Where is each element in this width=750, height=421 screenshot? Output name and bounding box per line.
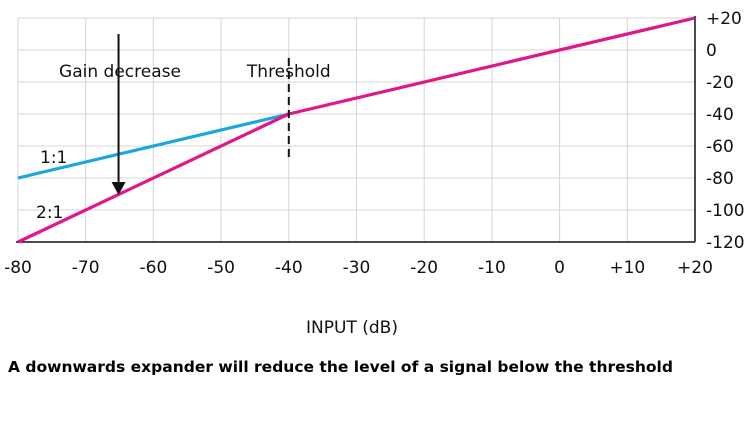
figure-caption: A downwards expander will reduce the lev… <box>8 358 673 376</box>
series-line-ratio-1-1 <box>17 112 290 180</box>
x-tick-label: +20 <box>677 258 713 278</box>
x-tick-label: -70 <box>72 258 100 278</box>
x-tick-label: -20 <box>410 258 438 278</box>
y-tick-label: +20 <box>706 9 742 29</box>
y-tick-label: -120 <box>706 233 745 253</box>
x-tick-label: +10 <box>609 258 645 278</box>
x-axis-label: INPUT (dB) <box>306 318 398 338</box>
x-tick-label: -10 <box>478 258 506 278</box>
x-tick-label: -80 <box>4 258 32 278</box>
y-tick-label: -40 <box>706 105 734 125</box>
x-tick-label: 0 <box>554 258 565 278</box>
x-tick-label: -60 <box>140 258 168 278</box>
x-tick-label: -50 <box>207 258 235 278</box>
x-tick-label: -40 <box>275 258 303 278</box>
series-label: 2:1 <box>36 203 63 223</box>
x-tick-label: -30 <box>343 258 371 278</box>
annotation-layer: Threshold Gain decrease <box>59 34 331 195</box>
series-labels: 1:1 2:1 <box>36 148 67 223</box>
x-axis-ticks: -80 -70 -60 -50 -40 -30 -20 -10 0 +10 +20 <box>4 258 713 278</box>
y-tick-label: -80 <box>706 169 734 189</box>
threshold-label: Threshold <box>246 62 331 82</box>
plot-frame <box>16 16 696 243</box>
y-tick-label: 0 <box>706 41 717 61</box>
y-tick-label: -20 <box>706 73 734 93</box>
y-tick-label: -100 <box>706 201 745 221</box>
y-axis-ticks: +20 0 -20 -40 -60 -80 -100 -120 <box>706 9 745 253</box>
gain-decrease-label: Gain decrease <box>59 62 181 82</box>
gain-decrease-arrowhead <box>111 182 126 195</box>
y-tick-label: -60 <box>706 137 734 157</box>
series-label: 1:1 <box>40 148 67 168</box>
